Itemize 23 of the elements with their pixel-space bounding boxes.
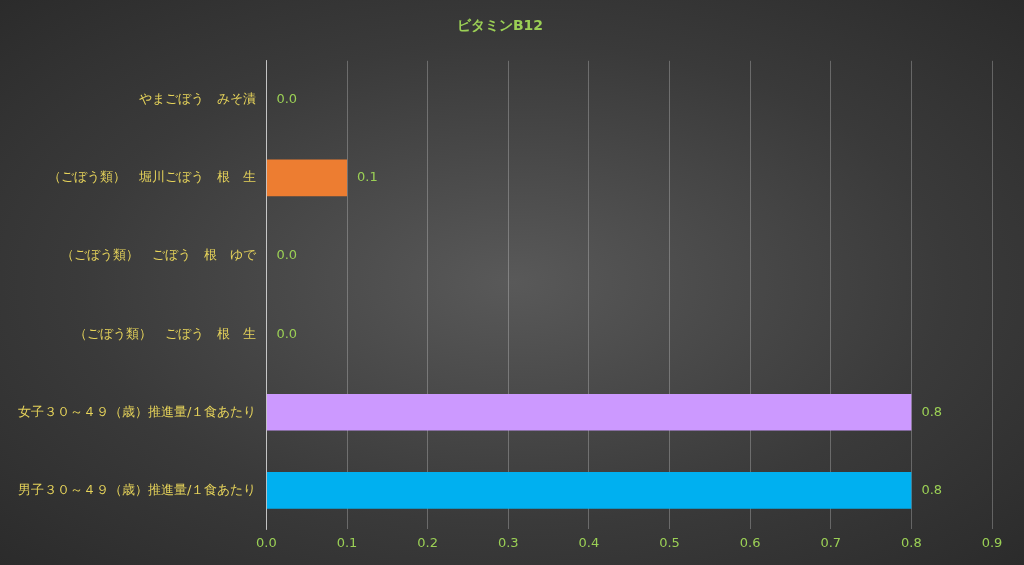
- x-tick-label: 0.7: [820, 534, 842, 550]
- data-label: 0.1: [357, 169, 378, 185]
- x-tick-label: 0.2: [417, 534, 438, 550]
- x-tick-label: 0.1: [336, 534, 358, 550]
- data-label: 0.8: [921, 481, 943, 497]
- x-tick-label: 0.8: [901, 534, 922, 550]
- data-label: 0.0: [276, 247, 298, 263]
- data-label: 0.8: [921, 403, 943, 419]
- y-tick-label: 女子３０～４９（歳）推進量/１食あたり: [17, 403, 257, 419]
- data-label: 0.0: [276, 91, 298, 107]
- y-tick-label: （ごぼう類） ごぼう 根 ゆで: [61, 247, 258, 263]
- data-label: 0.0: [276, 325, 298, 341]
- y-tick-label: （ごぼう類） 堀川ごぼう 根 生: [48, 169, 257, 185]
- x-tick-label: 0.4: [578, 534, 600, 550]
- x-tick-label: 0.9: [981, 534, 1003, 550]
- chart-title: ビタミンB12: [456, 17, 544, 34]
- y-tick-label: 男子３０～４９（歳）推進量/１食あたり: [17, 481, 257, 497]
- x-tick-label: 0.0: [256, 534, 277, 550]
- y-tick-label: やまごぼう みそ漬: [139, 91, 257, 107]
- y-tick-label: （ごぼう類） ごぼう 根 生: [74, 325, 257, 341]
- x-tick-label: 0.5: [659, 534, 680, 550]
- x-tick-label: 0.6: [739, 534, 761, 550]
- x-tick-label: 0.3: [497, 534, 519, 550]
